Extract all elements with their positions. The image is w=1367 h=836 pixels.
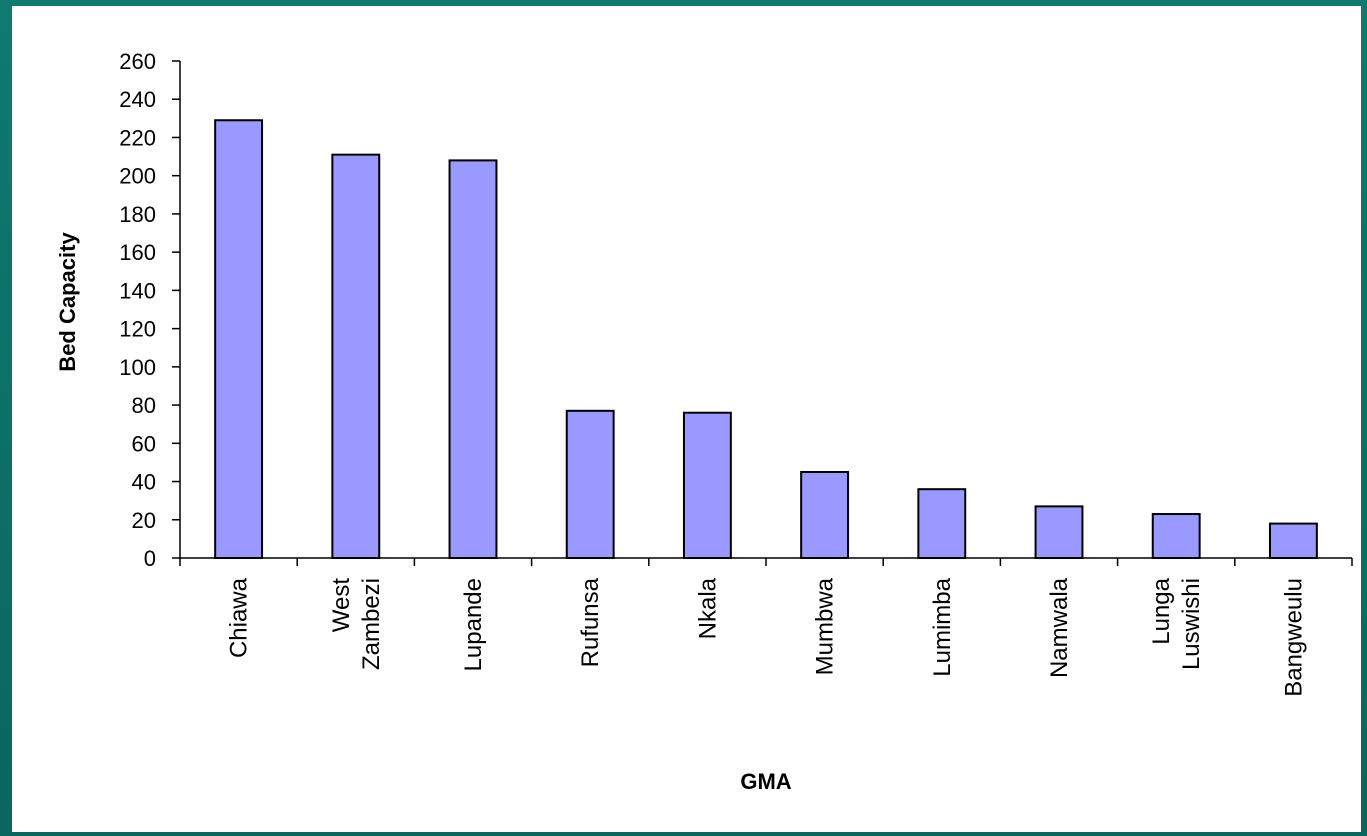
- bar: [800, 470, 850, 560]
- y-tick-label: 60: [132, 431, 156, 456]
- category-label-line: Luswishi: [1178, 578, 1205, 670]
- category-label: Nkala: [694, 577, 721, 639]
- y-tick-label: 0: [144, 546, 156, 571]
- x-axis-title: GMA: [740, 769, 791, 794]
- y-tick-label: 240: [119, 87, 156, 112]
- bar: [565, 409, 615, 559]
- y-tick-label: 20: [132, 508, 156, 533]
- y-tick-label: 220: [119, 125, 156, 150]
- category-label: Bangweulu: [1280, 578, 1307, 697]
- y-tick-label: 80: [132, 393, 156, 418]
- category-label-line: Nkala: [694, 577, 721, 639]
- y-tick-label: 180: [119, 202, 156, 227]
- y-tick-label: 40: [132, 470, 156, 495]
- category-label: Chiawa: [226, 577, 253, 658]
- x-axis-ticks: [179, 558, 1353, 566]
- y-axis-ticks: 0 20 40 60 80 100 120 140 160 180 200 220 240 260: [119, 49, 180, 571]
- category-label-line: Rufunsa: [577, 577, 604, 667]
- category-label-line: Lupande: [460, 578, 487, 671]
- category-label-line: Lumimba: [929, 577, 956, 676]
- y-tick-label: 120: [119, 317, 156, 342]
- category-label-line: Chiawa: [226, 577, 253, 658]
- y-tick-label: 140: [119, 278, 156, 303]
- category-label: West Zambezi: [328, 578, 385, 670]
- category-label: Rufunsa: [577, 577, 604, 667]
- category-label: Lunga Luswishi: [1148, 577, 1205, 670]
- y-tick-label: 260: [119, 49, 156, 74]
- bar: [1268, 522, 1318, 559]
- y-axis-title: Bed Capacity: [55, 232, 80, 372]
- category-labels: Chiawa West Zambezi Lupande Rufunsa Nkala Mumb…: [226, 577, 1308, 696]
- bar: [1151, 513, 1201, 559]
- category-label: Lupande: [460, 578, 487, 671]
- y-tick-label: 100: [119, 355, 156, 380]
- category-label: Namwala: [1046, 577, 1073, 678]
- category-label: Mumbwa: [812, 577, 839, 675]
- category-label-line: Bangweulu: [1280, 578, 1307, 697]
- bars-group: [214, 119, 1318, 560]
- category-label-line: Zambezi: [358, 578, 385, 670]
- bar: [331, 153, 381, 560]
- category-label-line: Namwala: [1046, 577, 1073, 678]
- y-tick-label: 160: [119, 240, 156, 265]
- bar: [448, 159, 498, 559]
- bar: [682, 411, 732, 559]
- category-label: Lumimba: [929, 577, 956, 676]
- category-label-line: Lunga: [1148, 577, 1175, 644]
- bar: [917, 488, 967, 559]
- bar: [214, 119, 264, 559]
- y-tick-label: 200: [119, 164, 156, 189]
- category-label-line: Mumbwa: [812, 577, 839, 675]
- bar: [1034, 505, 1084, 559]
- category-label-line: West: [328, 578, 355, 633]
